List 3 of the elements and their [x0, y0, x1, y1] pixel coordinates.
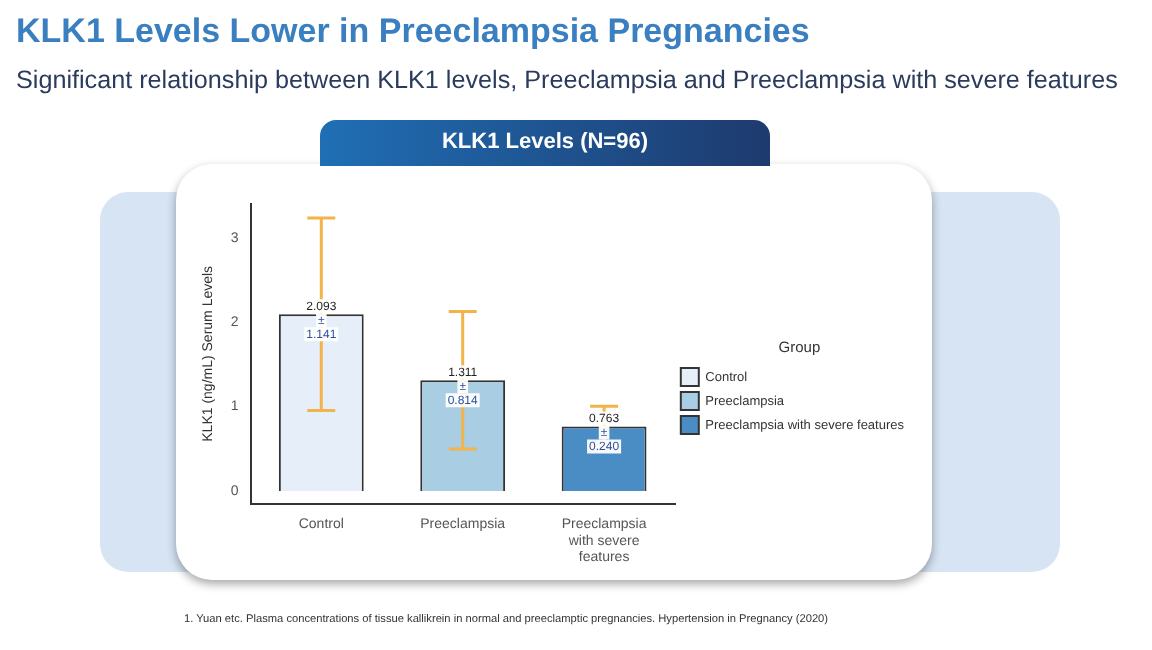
chart-title: KLK1 Levels Lower in Preeclampsia Pregnancies	[16, 12, 810, 52]
text: KLK1 Levels (N=96)	[320, 120, 770, 166]
chart-subtitle: Significant relationship between KLK1 levels, Preeclampsia and Preeclampsia with severe features	[16, 66, 1118, 94]
